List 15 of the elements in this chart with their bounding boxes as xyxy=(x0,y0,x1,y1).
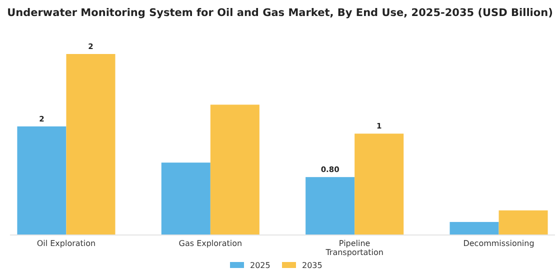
bar xyxy=(210,104,260,235)
x-tick-label: Gas Exploration xyxy=(178,239,242,248)
bar xyxy=(450,222,499,235)
x-tick-label: Pipeline Transportation xyxy=(324,239,384,257)
x-tick-label: Decommissioning xyxy=(463,239,534,248)
chart-title: Underwater Monitoring System for Oil and Gas Market, By End Use, 2025-2035 (USD Billion) xyxy=(7,7,553,19)
bar xyxy=(66,54,116,235)
x-tick-label: Oil Exploration xyxy=(36,239,96,248)
legend-label: 2025 xyxy=(250,261,270,270)
bar xyxy=(161,162,210,235)
legend-label: 2035 xyxy=(302,261,322,270)
bar xyxy=(306,177,355,235)
bar xyxy=(354,134,404,235)
bar xyxy=(17,126,66,235)
bar xyxy=(498,210,548,235)
